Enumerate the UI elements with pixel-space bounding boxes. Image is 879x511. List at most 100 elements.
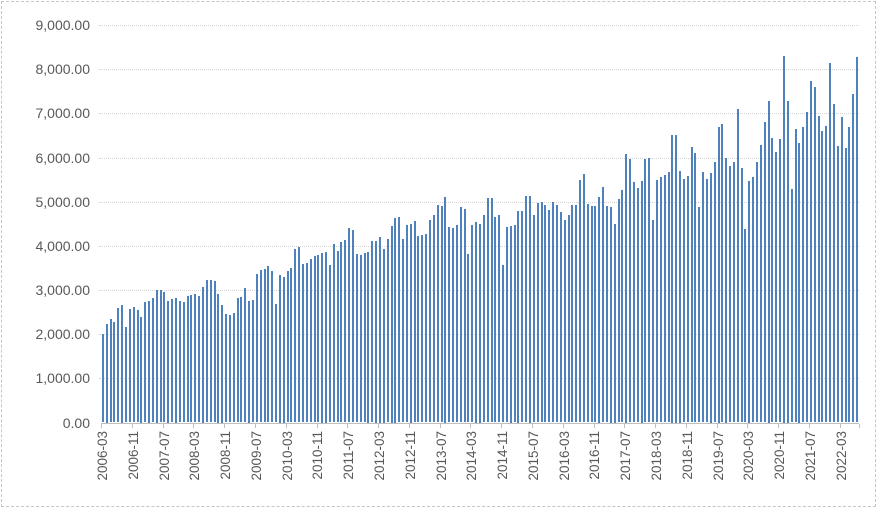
bar (159, 289, 162, 423)
bar (178, 300, 181, 423)
bar (671, 135, 674, 423)
bar (694, 153, 697, 423)
bar (113, 321, 116, 423)
bar (813, 87, 816, 423)
bar (644, 159, 647, 423)
bar (236, 297, 239, 423)
x-axis-tick (347, 423, 349, 428)
x-axis-tick (716, 423, 718, 428)
bar (748, 180, 751, 423)
x-axis-tick (470, 423, 472, 428)
bar (409, 223, 412, 423)
bar (221, 305, 224, 423)
bar (475, 221, 478, 423)
y-axis-label: 9,000.00 (35, 17, 91, 33)
bar (101, 333, 104, 423)
x-axis-tick (685, 423, 687, 428)
bar (125, 327, 127, 423)
x-axis-tick (193, 423, 195, 428)
bar (555, 204, 558, 423)
x-axis-tick (809, 423, 810, 428)
bar (205, 280, 208, 423)
bar (586, 203, 589, 423)
bar (563, 220, 566, 423)
bar (459, 207, 462, 423)
bar (394, 218, 397, 423)
bar (505, 227, 508, 423)
bar (517, 210, 520, 423)
bar (629, 158, 632, 423)
x-axis-label: 2014-03 (464, 430, 480, 481)
bar (717, 127, 720, 423)
bar (559, 211, 562, 423)
bar (267, 265, 270, 423)
x-axis-label: 2007-07 (156, 430, 172, 481)
x-axis-label: 2011-07 (341, 430, 357, 480)
bar (598, 197, 601, 423)
bar (732, 161, 735, 423)
bar (609, 207, 612, 423)
x-axis-tick (224, 423, 226, 428)
bar (682, 178, 685, 423)
bar (348, 228, 351, 423)
bar (790, 188, 793, 423)
x-axis-label: 2015-07 (525, 430, 541, 481)
bar (825, 125, 828, 423)
bar (298, 247, 301, 423)
x-axis-label: 2020-11 (772, 430, 788, 480)
bar (232, 313, 235, 423)
bar (509, 226, 512, 423)
bar (648, 158, 651, 423)
bar (305, 262, 308, 423)
bar (136, 310, 139, 423)
bar (625, 154, 628, 423)
bar (848, 126, 851, 423)
y-axis-label: 0.00 (62, 414, 90, 431)
bar (817, 116, 820, 423)
bar (148, 301, 151, 423)
bar (486, 198, 489, 423)
bar (198, 295, 201, 423)
bar (398, 217, 401, 423)
bar (513, 224, 516, 423)
bar (359, 254, 362, 423)
bar (575, 205, 578, 423)
y-axis-label: 2,000.00 (35, 326, 91, 343)
bar (463, 208, 466, 423)
bar (294, 249, 297, 423)
x-axis-label: 2012-11 (402, 430, 418, 480)
bar (144, 302, 147, 423)
bar (228, 315, 231, 423)
x-axis-tick (162, 423, 164, 428)
bar (140, 316, 143, 423)
gridline (99, 201, 859, 203)
bar (802, 126, 805, 423)
x-axis-tick (316, 423, 318, 428)
bar (725, 157, 728, 423)
bar (775, 151, 778, 423)
bar (605, 206, 608, 423)
bar (290, 267, 293, 423)
y-axis-label: 3,000.00 (35, 282, 91, 298)
bar (209, 279, 212, 423)
bar (355, 253, 358, 423)
bar (759, 144, 762, 423)
y-axis-label: 5,000.00 (35, 193, 91, 210)
bar (175, 297, 178, 423)
bar (798, 142, 801, 423)
bar (640, 180, 643, 423)
bar (502, 265, 505, 423)
bar (655, 179, 658, 423)
bar (779, 138, 782, 423)
bar (786, 100, 789, 423)
bar (467, 253, 470, 423)
bar (132, 306, 135, 423)
bar (740, 168, 743, 423)
bar (482, 215, 485, 423)
bar (201, 286, 204, 423)
x-axis-label: 2016-11 (587, 430, 603, 480)
bar (632, 182, 635, 423)
bar (432, 214, 435, 423)
x-axis-line (101, 422, 859, 424)
